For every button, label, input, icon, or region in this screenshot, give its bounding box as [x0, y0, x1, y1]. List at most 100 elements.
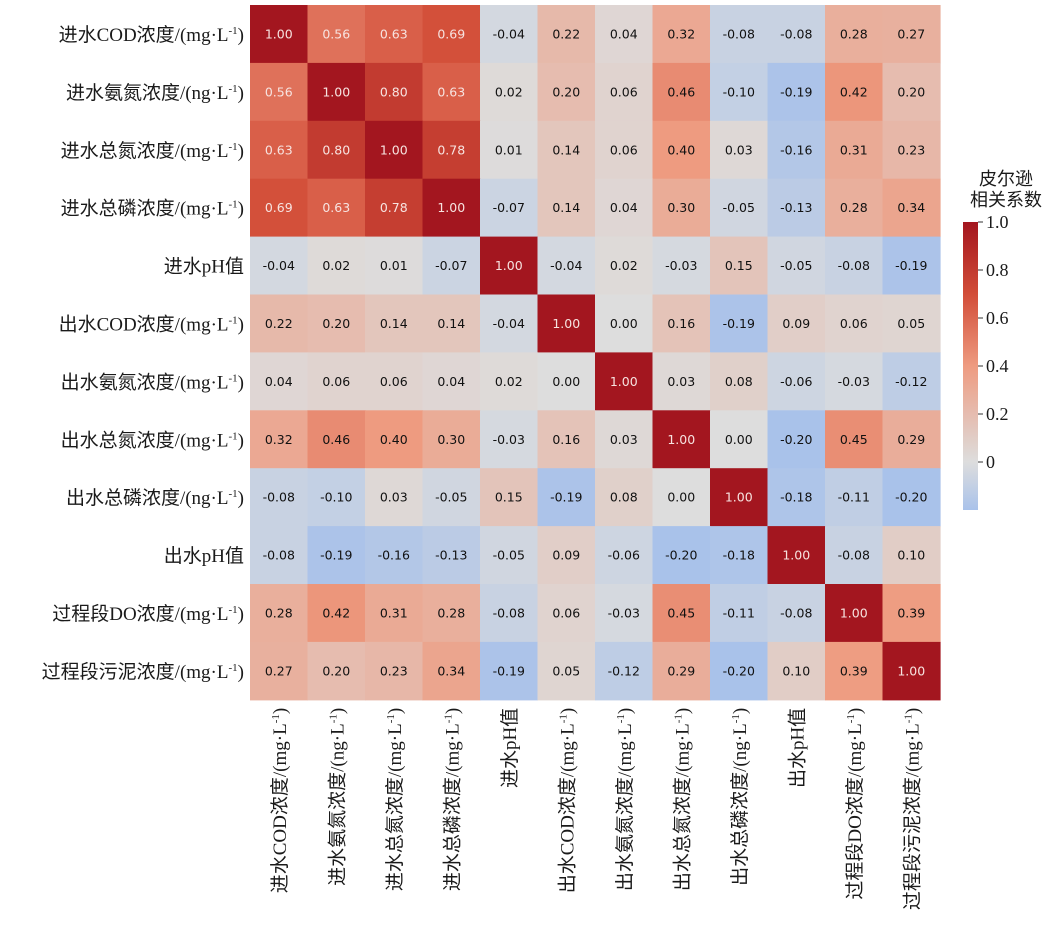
column-label: 出水pH值 [786, 708, 808, 788]
heatmap-cell [767, 410, 826, 469]
heatmap-cell [422, 584, 481, 643]
column-label: 进水pH值 [499, 708, 521, 788]
heatmap-cell [365, 468, 424, 527]
heatmap-cell [767, 352, 826, 411]
heatmap-cell [365, 5, 424, 64]
cell-value-label: 0.29 [897, 432, 925, 447]
heatmap-cell [710, 584, 769, 643]
colorbar-ticks: 1.0 0.8 0.6 0.4 0.2 0 [978, 212, 1009, 472]
cell-value-label: 0.03 [380, 490, 408, 505]
heatmap-cell [595, 178, 654, 238]
row-labels: 进水COD浓度/(mg·L-1) 进水氨氮浓度/(ng·L-1) 进水总氮浓度/(m… [42, 24, 244, 683]
cell-value-label: -0.19 [550, 490, 582, 505]
cell-value-label: 0.14 [552, 200, 580, 215]
cell-value-label: 0.46 [667, 84, 695, 99]
cell-value-label: 0.30 [437, 432, 465, 447]
heatmap-cell [307, 5, 366, 64]
cell-value-label: -0.16 [378, 548, 410, 563]
heatmap-cell [710, 410, 769, 469]
heatmap-cell [882, 526, 941, 585]
cell-value-label: -0.04 [493, 316, 525, 331]
cell-value-label: 0.03 [610, 432, 638, 447]
cell-value-label: 0.27 [897, 26, 925, 41]
cell-value-label: 0.40 [380, 432, 408, 447]
cell-value-label: -0.13 [780, 200, 812, 215]
heatmap-cell [307, 641, 366, 701]
cell-value-label: 0.14 [437, 316, 465, 331]
colorbar-tick-label: 0.4 [986, 356, 1009, 376]
heatmap-cell [825, 5, 884, 64]
cell-value-label: -0.08 [780, 26, 812, 41]
cell-value-label: -0.03 [608, 605, 640, 620]
heatmap-cell [307, 294, 366, 353]
heatmap-cell [307, 178, 366, 238]
cell-value-label: 0.14 [552, 142, 580, 157]
cell-value-label: 0.63 [380, 26, 408, 41]
row-label: 过程段污泥浓度/(mg·L-1) [42, 661, 244, 683]
cell-value-label: 0.03 [667, 374, 695, 389]
cell-value-label: 0.02 [495, 84, 523, 99]
column-label: 过程段DO浓度/(mg·L-1) [844, 708, 866, 900]
heatmap-cell [422, 178, 481, 238]
heatmap-cell [652, 294, 711, 353]
column-label: 进水总氮浓度/(mg·L-1) [384, 708, 406, 891]
cell-value-label: 1.00 [552, 316, 580, 331]
heatmap-cell [365, 178, 424, 238]
cell-value-label: -0.08 [493, 605, 525, 620]
heatmap-cell [250, 410, 309, 469]
cell-value-label: 0.31 [840, 142, 868, 157]
heatmap-cell [365, 410, 424, 469]
cell-value-label: 0.05 [552, 663, 580, 678]
heatmap-cell [882, 178, 941, 238]
heatmap-cell [882, 352, 941, 411]
cell-value-label: -0.16 [780, 142, 812, 157]
cell-value-label: 0.39 [840, 663, 868, 678]
heatmap-cell [825, 641, 884, 701]
row-label: 出水氨氮浓度/(mg·L-1) [61, 371, 244, 393]
cell-value-label: 0.09 [552, 548, 580, 563]
heatmap-cell [825, 178, 884, 238]
heatmap-cell [652, 526, 711, 585]
heatmap-cell [882, 468, 941, 527]
row-label: 进水总氮浓度/(mg·L-1) [61, 140, 244, 162]
cell-value-label: -0.10 [723, 84, 755, 99]
cell-value-label: -0.07 [493, 200, 525, 215]
cell-value-label: -0.12 [608, 663, 640, 678]
cell-value-label: 0.02 [322, 258, 350, 273]
heatmap-cell [537, 178, 596, 238]
heatmap-cell [365, 352, 424, 411]
cell-value-label: 0.01 [495, 142, 523, 157]
cell-value-label: 0.06 [840, 316, 868, 331]
heatmap-cell [250, 62, 309, 122]
column-label: 出水氨氮浓度/(mg·L-1) [614, 708, 636, 891]
heatmap-cell [365, 62, 424, 122]
heatmap-cell [825, 468, 884, 527]
heatmap-cell [537, 526, 596, 585]
heatmap-cell [480, 178, 539, 238]
heatmap-cell [537, 641, 596, 701]
heatmap-cell [652, 352, 711, 411]
cell-value-label: 0.04 [437, 374, 465, 389]
heatmap-cells: 1.00 0.56 0.63 0.69 -0.04 0.22 0.04 0.32 -0.08 -0… [250, 5, 941, 701]
heatmap-cell [767, 468, 826, 527]
cell-value-label: 0.80 [380, 84, 408, 99]
cell-value-label: -0.05 [493, 548, 525, 563]
heatmap-cell [882, 62, 941, 122]
heatmap-cell [595, 236, 654, 296]
colorbar-tick-label: 0.2 [986, 404, 1009, 424]
column-labels: 进水COD浓度/(mg·L-1) 进水氨氮浓度/(ng·L-1) 进水总氮浓度/(m… [269, 708, 924, 910]
heatmap-cell [307, 584, 366, 643]
heatmap-cell [882, 5, 941, 64]
heatmap-cell [710, 641, 769, 701]
heatmap-cell [250, 641, 309, 701]
row-label: 过程段DO浓度/(mg·L-1) [52, 603, 244, 625]
cell-value-label: -0.19 [320, 548, 352, 563]
cell-value-label: 0.04 [265, 374, 293, 389]
heatmap-cell [537, 62, 596, 122]
colorbar-title-line1: 皮尔逊 [979, 169, 1033, 189]
heatmap-cell [307, 468, 366, 527]
cell-value-label: -0.05 [723, 200, 755, 215]
cell-value-label: 0.32 [265, 432, 293, 447]
heatmap-cell [652, 584, 711, 643]
cell-value-label: 0.06 [552, 605, 580, 620]
